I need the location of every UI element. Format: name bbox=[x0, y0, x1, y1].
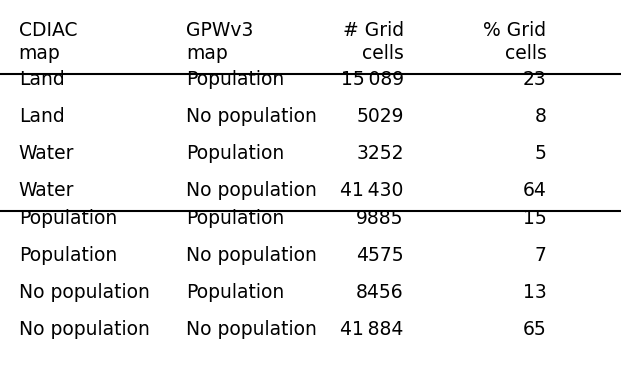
Text: 5: 5 bbox=[535, 144, 546, 163]
Text: Land: Land bbox=[19, 70, 65, 89]
Text: 23: 23 bbox=[523, 70, 546, 89]
Text: 65: 65 bbox=[523, 320, 546, 339]
Text: 8: 8 bbox=[535, 107, 546, 126]
Text: GPWv3
map: GPWv3 map bbox=[186, 21, 253, 63]
Text: 13: 13 bbox=[523, 283, 546, 302]
Text: No population: No population bbox=[19, 283, 150, 302]
Text: 5029: 5029 bbox=[356, 107, 404, 126]
Text: 15 089: 15 089 bbox=[340, 70, 404, 89]
Text: Population: Population bbox=[186, 209, 284, 228]
Text: No population: No population bbox=[19, 320, 150, 339]
Text: 3252: 3252 bbox=[356, 144, 404, 163]
Text: No population: No population bbox=[186, 107, 317, 126]
Text: Population: Population bbox=[19, 246, 117, 265]
Text: CDIAC
map: CDIAC map bbox=[19, 21, 77, 63]
Text: 8456: 8456 bbox=[356, 283, 404, 302]
Text: 41 430: 41 430 bbox=[340, 181, 404, 200]
Text: 64: 64 bbox=[523, 181, 546, 200]
Text: Water: Water bbox=[19, 144, 74, 163]
Text: 41 884: 41 884 bbox=[340, 320, 404, 339]
Text: % Grid
cells: % Grid cells bbox=[483, 21, 546, 63]
Text: Population: Population bbox=[186, 70, 284, 89]
Text: Population: Population bbox=[19, 209, 117, 228]
Text: 15: 15 bbox=[523, 209, 546, 228]
Text: Population: Population bbox=[186, 283, 284, 302]
Text: No population: No population bbox=[186, 246, 317, 265]
Text: No population: No population bbox=[186, 181, 317, 200]
Text: # Grid
cells: # Grid cells bbox=[343, 21, 404, 63]
Text: Land: Land bbox=[19, 107, 65, 126]
Text: No population: No population bbox=[186, 320, 317, 339]
Text: 7: 7 bbox=[535, 246, 546, 265]
Text: Population: Population bbox=[186, 144, 284, 163]
Text: 4575: 4575 bbox=[356, 246, 404, 265]
Text: 9885: 9885 bbox=[356, 209, 404, 228]
Text: Water: Water bbox=[19, 181, 74, 200]
